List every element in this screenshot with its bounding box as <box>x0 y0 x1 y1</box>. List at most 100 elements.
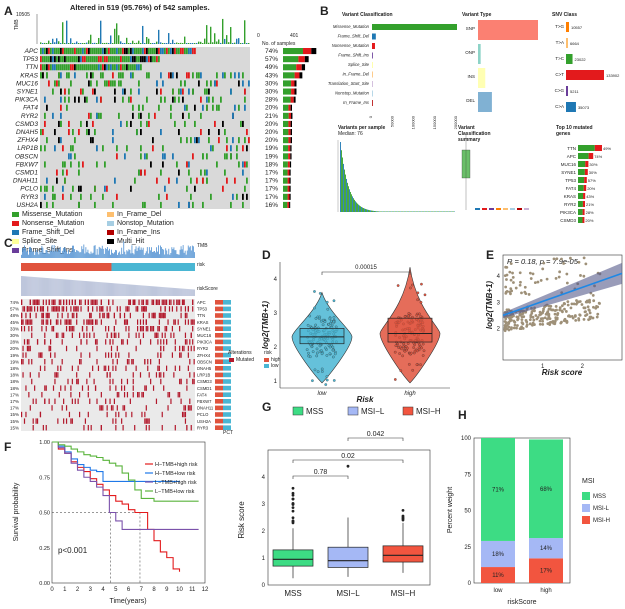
mutation-cell <box>104 56 106 63</box>
tmb-bar <box>80 252 82 258</box>
top10-gene: RYR2 <box>564 202 576 207</box>
vt-bar <box>478 20 538 40</box>
mutation-cell <box>146 72 148 79</box>
tmb-bar <box>169 254 171 258</box>
mutation-cell <box>138 392 140 398</box>
riskscore-bar <box>154 286 155 296</box>
mutation-cell <box>94 339 97 345</box>
mutation-cell <box>126 48 128 55</box>
mutation-cell <box>120 72 122 79</box>
d-point <box>419 301 423 304</box>
mutation-cell <box>151 299 153 305</box>
e-point <box>505 278 508 281</box>
tmb-bar <box>83 244 85 258</box>
tmb-bar <box>112 43 114 44</box>
mutation-cell <box>102 48 104 55</box>
mutation-cell <box>57 365 59 371</box>
mutation-cell <box>190 48 192 55</box>
mutation-cell <box>152 137 154 144</box>
h-xtick: low <box>493 588 503 594</box>
mutation-cell <box>54 56 56 63</box>
d-point <box>313 368 317 372</box>
mutation-cell <box>60 319 62 325</box>
tmb-bar <box>146 37 148 44</box>
mutation-cell <box>112 129 114 136</box>
mutation-cell <box>242 201 244 208</box>
mutation-cell <box>208 88 210 95</box>
tmb-bar <box>167 254 169 258</box>
gene-label: CSMD3 <box>197 379 212 384</box>
riskscore-bar <box>26 276 28 296</box>
legend-label: Frame_Shift_Ins <box>22 247 74 254</box>
mutation-cell <box>123 392 126 398</box>
riskscore-bar <box>134 284 136 296</box>
mutation-cell <box>21 319 23 325</box>
gene-bar <box>290 96 294 103</box>
mutation-cell <box>177 299 179 305</box>
riskscore-bar <box>131 284 133 296</box>
top10-bar <box>588 153 594 159</box>
riskscore-bar <box>185 288 187 296</box>
gene-label: OBSCN <box>197 359 212 364</box>
tmb-bar <box>238 38 240 44</box>
mutation-cell <box>242 145 244 152</box>
h-ytick: 50 <box>464 509 471 515</box>
mutation-cell <box>244 88 246 95</box>
tmb-bar <box>98 37 100 44</box>
mutation-cell <box>57 418 59 424</box>
vcs-box <box>524 208 529 210</box>
mutation-cell <box>54 193 56 200</box>
d-point <box>405 346 409 350</box>
vps-bar <box>417 211 418 212</box>
tmb-bar <box>174 250 176 258</box>
legend-item: Nonstop_Mutation <box>107 220 174 227</box>
riskscore-bar <box>155 286 156 296</box>
top10-bar <box>578 145 595 151</box>
tmb-bar <box>181 249 183 258</box>
mutation-cell <box>114 80 116 87</box>
tmb-bar <box>117 254 119 258</box>
mutation-cell <box>135 365 137 371</box>
mutation-cell <box>210 80 212 87</box>
mutation-cell <box>42 64 44 71</box>
mutation-cell <box>58 392 60 398</box>
vps-bar <box>407 211 408 212</box>
mutation-cell <box>44 365 46 371</box>
riskscore-bar <box>46 278 48 296</box>
mutation-cell <box>148 418 150 424</box>
tmb-bar <box>240 43 242 44</box>
tmb-bar <box>156 41 158 44</box>
mutation-cell <box>50 64 52 71</box>
mutation-cell <box>29 372 31 378</box>
pct-high-bar <box>215 372 223 378</box>
mutation-cell <box>87 392 89 398</box>
tmb-bar <box>192 246 194 258</box>
d-point <box>319 319 323 323</box>
mutation-cell <box>166 299 168 305</box>
panel-a-tmb-max: 10505 <box>16 12 30 18</box>
tmb-bar <box>122 254 124 258</box>
mutation-cell <box>48 48 50 55</box>
mutation-cell <box>132 48 134 55</box>
panel-b-summary: Missense_MutationFrame_Shift_DelNonsense… <box>328 20 620 223</box>
mutation-cell <box>64 177 66 184</box>
riskscore-bar <box>69 279 71 296</box>
mutation-cell <box>48 345 50 352</box>
mutation-cell <box>132 359 134 365</box>
d-point <box>332 320 336 324</box>
mutation-cell <box>208 129 210 136</box>
d-point <box>332 299 336 303</box>
e-point <box>563 318 566 322</box>
mutation-cell <box>164 299 166 305</box>
mutation-cell <box>122 96 124 103</box>
top10-bar <box>584 169 588 175</box>
d-point <box>403 315 407 318</box>
mutation-cell <box>40 64 42 71</box>
mutation-cell <box>46 185 48 192</box>
mutation-cell <box>158 365 160 371</box>
riskscore-bar <box>40 277 42 296</box>
mutation-cell <box>106 306 108 312</box>
mutation-cell <box>145 405 147 411</box>
mutation-cell <box>70 161 72 168</box>
mutation-cell <box>73 306 75 312</box>
